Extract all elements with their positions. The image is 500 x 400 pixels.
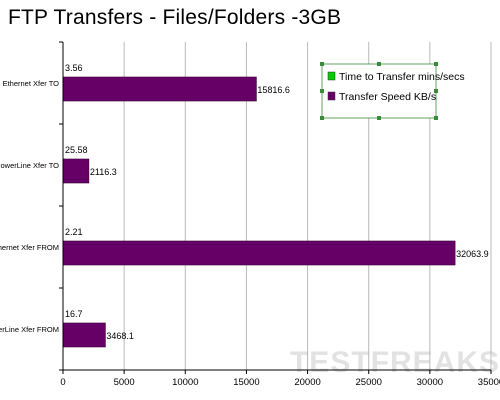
legend: Time to Transfer mins/secs Transfer Speed… <box>320 62 465 120</box>
bar-transfer-speed <box>62 240 456 266</box>
watermark: TESTFREAKS <box>290 346 500 379</box>
x-tick-label: 35000 <box>478 377 500 388</box>
legend-selection-handle <box>377 62 381 66</box>
category-label: Ethernet Xfer FROM <box>0 243 59 252</box>
legend-selection-handle <box>320 89 324 93</box>
bar-transfer-speed <box>62 76 257 102</box>
x-tick-label: 5000 <box>114 377 135 388</box>
bars <box>62 65 456 348</box>
category-label: PowerLine Xfer TO <box>0 161 59 170</box>
x-tick-label: 10000 <box>172 377 198 388</box>
legend-selection-handle <box>434 62 438 66</box>
x-tick-label: 20000 <box>294 377 320 388</box>
data-label-time: 3.56 <box>65 63 83 73</box>
legend-selection-handle <box>377 116 381 120</box>
data-label-speed: 2116.3 <box>90 167 117 177</box>
legend-label: Time to Transfer mins/secs <box>339 71 465 83</box>
x-tick-label: 30000 <box>417 377 443 388</box>
data-label-speed: 15816.6 <box>257 85 290 95</box>
data-label-time: 16.7 <box>65 309 83 319</box>
chart-title: FTP Transfers - Files/Folders -3GB <box>8 6 342 29</box>
watermark-text: TESTFREAKS <box>290 346 500 379</box>
data-label-speed: 32063.9 <box>456 249 489 259</box>
legend-label: Transfer Speed KB/s <box>339 91 436 103</box>
legend-selection-handle <box>320 116 324 120</box>
legend-swatch <box>327 71 336 81</box>
legend-swatch <box>327 91 336 101</box>
legend-selection-handle <box>434 116 438 120</box>
labels: Ethernet Xfer TO 3.56 15816.6 PowerLine Xfe… <box>0 63 489 341</box>
bar-transfer-speed <box>62 322 106 348</box>
x-tick-label: 0 <box>60 377 65 388</box>
x-tick-label: 25000 <box>356 377 382 388</box>
legend-selection-handle <box>320 62 324 66</box>
x-tick-label: 15000 <box>233 377 259 388</box>
data-label-time: 25.58 <box>65 145 88 155</box>
bar-transfer-speed <box>62 158 90 184</box>
data-label-speed: 3468.1 <box>106 331 134 341</box>
legend-selection-handle <box>434 89 438 93</box>
data-label-time: 2.21 <box>65 227 83 237</box>
axes: 0 5000 10000 15000 20000 25000 30000 35000 <box>59 41 500 388</box>
category-label: PowerLine Xfer FROM <box>0 325 59 334</box>
category-label: Ethernet Xfer TO <box>3 79 60 88</box>
legend-box <box>321 63 437 119</box>
